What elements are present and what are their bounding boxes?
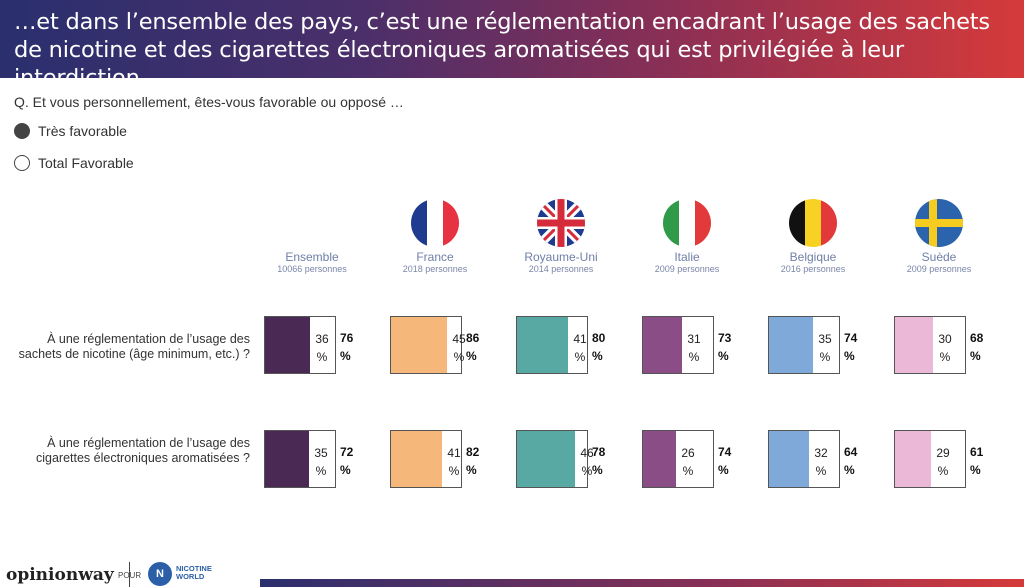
value-cell: 35% xyxy=(768,316,840,374)
total-favorable-label: 80% xyxy=(592,331,606,363)
very-favorable-label: 45% xyxy=(452,332,466,364)
very-favorable-bar xyxy=(391,317,447,373)
nicotine-world-text: NICOTINE WORLD xyxy=(176,565,212,581)
very-favorable-label: 31% xyxy=(687,332,701,364)
total-favorable-label: 64% xyxy=(844,445,858,477)
very-favorable-label: 46% xyxy=(580,446,594,478)
column-sample-size: 10066 personnes xyxy=(277,264,347,274)
value-cell: 29% xyxy=(894,430,966,488)
value-cell: 32% xyxy=(768,430,840,488)
column-sample-size: 2016 personnes xyxy=(780,264,846,274)
total-favorable-label: 68% xyxy=(970,331,984,363)
partner-line: NICOTINE xyxy=(176,564,212,573)
uk-flag-icon xyxy=(537,199,585,247)
very-favorable-label: 30% xyxy=(938,332,952,364)
italy-flag-icon xyxy=(663,199,711,247)
very-favorable-bar xyxy=(265,431,309,487)
page-title: …et dans l’ensemble des pays, c’est une … xyxy=(14,9,990,91)
column-header-ensemble: Ensemble 10066 personnes xyxy=(257,250,367,275)
total-favorable-label: 74% xyxy=(844,331,858,363)
total-favorable-label: 73% xyxy=(718,331,732,363)
column-sample-size: 2018 personnes xyxy=(402,264,468,274)
value-cell: 41% xyxy=(390,430,462,488)
value-cell: 31% xyxy=(642,316,714,374)
total-favorable-label: 82% xyxy=(466,445,480,477)
value-cell: 30% xyxy=(894,316,966,374)
value-cell: 35% xyxy=(264,430,336,488)
column-sample-size: 2009 personnes xyxy=(906,264,972,274)
sweden-flag-icon xyxy=(915,199,963,247)
value-cell: 36% xyxy=(264,316,336,374)
filled-circle-icon xyxy=(14,123,30,139)
total-favorable-label: 72% xyxy=(340,445,354,477)
partner-line: WORLD xyxy=(176,572,205,581)
column-header-royaume-uni: Royaume-Uni 2014 personnes xyxy=(506,250,616,275)
column-header-italie: Italie 2009 personnes xyxy=(632,250,742,275)
very-favorable-bar xyxy=(391,431,442,487)
very-favorable-label: 35% xyxy=(818,332,832,364)
very-favorable-bar xyxy=(265,317,310,373)
row-label-cigarettes: À une réglementation de l’usage des ciga… xyxy=(35,436,250,465)
column-name: Italie xyxy=(674,250,700,264)
legend-very-favorable: Très favorable xyxy=(14,123,127,139)
nicotine-world-logo-icon: N xyxy=(148,562,172,586)
column-name: France xyxy=(416,250,454,264)
legend-label: Très favorable xyxy=(38,123,127,139)
value-cell: 45% xyxy=(390,316,466,374)
very-favorable-label: 41% xyxy=(573,332,587,364)
very-favorable-bar xyxy=(643,317,682,373)
header-banner: …et dans l’ensemble des pays, c’est une … xyxy=(0,0,1024,91)
question-text: Q. Et vous personnellement, êtes-vous fa… xyxy=(14,94,404,110)
column-sample-size: 2014 personnes xyxy=(528,264,594,274)
column-name: Suède xyxy=(921,250,957,264)
total-favorable-label: 74% xyxy=(718,445,732,477)
total-favorable-label: 76% xyxy=(340,331,354,363)
legend-label: Total Favorable xyxy=(38,155,134,171)
column-sample-size: 2009 personnes xyxy=(654,264,720,274)
footer-divider xyxy=(129,562,130,587)
very-favorable-label: 32% xyxy=(814,446,828,478)
france-flag-icon xyxy=(411,199,459,247)
column-header-france: France 2018 personnes xyxy=(380,250,490,275)
very-favorable-bar xyxy=(769,317,813,373)
very-favorable-label: 41% xyxy=(447,446,461,478)
very-favorable-bar xyxy=(895,431,931,487)
total-favorable-label: 86% xyxy=(466,331,480,363)
column-name: Royaume-Uni xyxy=(524,250,598,264)
outline-circle-icon xyxy=(14,155,30,171)
belgium-flag-icon xyxy=(789,199,837,247)
very-favorable-bar xyxy=(517,317,568,373)
column-header-belgique: Belgique 2016 personnes xyxy=(758,250,868,275)
very-favorable-label: 35% xyxy=(314,446,328,478)
total-favorable-label: 78% xyxy=(592,445,606,477)
row-label-sachets: À une réglementation de l’usage des sach… xyxy=(18,332,250,361)
very-favorable-bar xyxy=(895,317,933,373)
very-favorable-label: 26% xyxy=(681,446,695,478)
very-favorable-bar xyxy=(769,431,809,487)
very-favorable-label: 36% xyxy=(315,332,329,364)
column-name: Ensemble xyxy=(285,250,339,264)
opinionway-logo: opinionway xyxy=(6,565,114,585)
column-name: Belgique xyxy=(789,250,837,264)
value-cell: 26% xyxy=(642,430,714,488)
column-header-suede: Suède 2009 personnes xyxy=(884,250,994,275)
very-favorable-bar xyxy=(643,431,676,487)
very-favorable-label: 29% xyxy=(936,446,950,478)
very-favorable-bar xyxy=(517,431,575,487)
value-cell: 46% xyxy=(516,430,594,488)
legend-total-favorable: Total Favorable xyxy=(14,155,134,171)
footer-gradient-bar xyxy=(260,579,1024,587)
total-favorable-label: 61% xyxy=(970,445,984,477)
value-cell: 41% xyxy=(516,316,588,374)
